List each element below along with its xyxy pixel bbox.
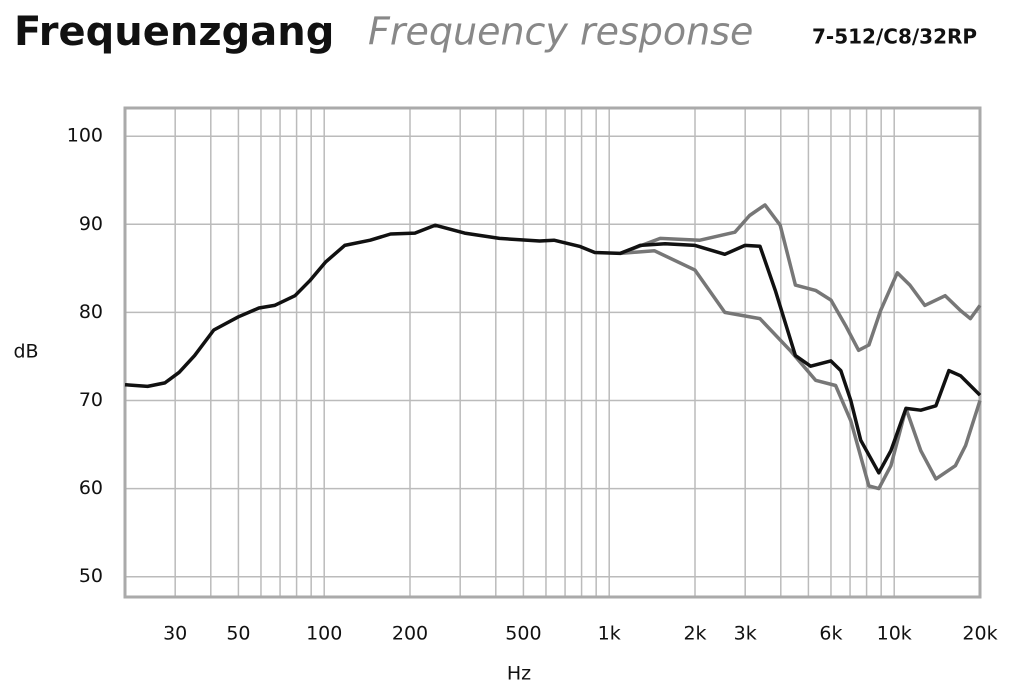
series-line xyxy=(619,203,982,353)
x-tick-label: 500 xyxy=(505,623,541,645)
y-axis-label: dB xyxy=(13,341,38,363)
x-tick-label: 200 xyxy=(392,623,428,645)
chart-subtitle: Frequency response xyxy=(368,10,753,54)
x-tick-label: 100 xyxy=(306,623,342,645)
series-line xyxy=(124,223,982,475)
y-tick-label: 70 xyxy=(79,389,103,411)
model-label: 7-512/C8/32RP xyxy=(812,25,977,49)
y-tick-label: 60 xyxy=(79,477,103,499)
x-tick-label: 3k xyxy=(734,623,757,645)
x-axis-label: Hz xyxy=(507,663,531,685)
y-tick-label: 100 xyxy=(67,125,103,147)
x-tick-label: 50 xyxy=(226,623,250,645)
y-tick-label: 50 xyxy=(79,565,103,587)
x-tick-label: 10k xyxy=(877,623,912,645)
x-tick-label: 1k xyxy=(598,623,621,645)
y-tick-label: 90 xyxy=(79,213,103,235)
x-tick-label: 6k xyxy=(819,623,842,645)
x-tick-label: 20k xyxy=(962,623,997,645)
y-tick-label: 80 xyxy=(79,301,103,323)
x-tick-label: 2k xyxy=(683,623,706,645)
x-tick-label: 30 xyxy=(163,623,187,645)
series-line xyxy=(620,248,982,491)
chart-title: Frequenzgang xyxy=(14,9,334,55)
plot-frame xyxy=(123,106,982,599)
